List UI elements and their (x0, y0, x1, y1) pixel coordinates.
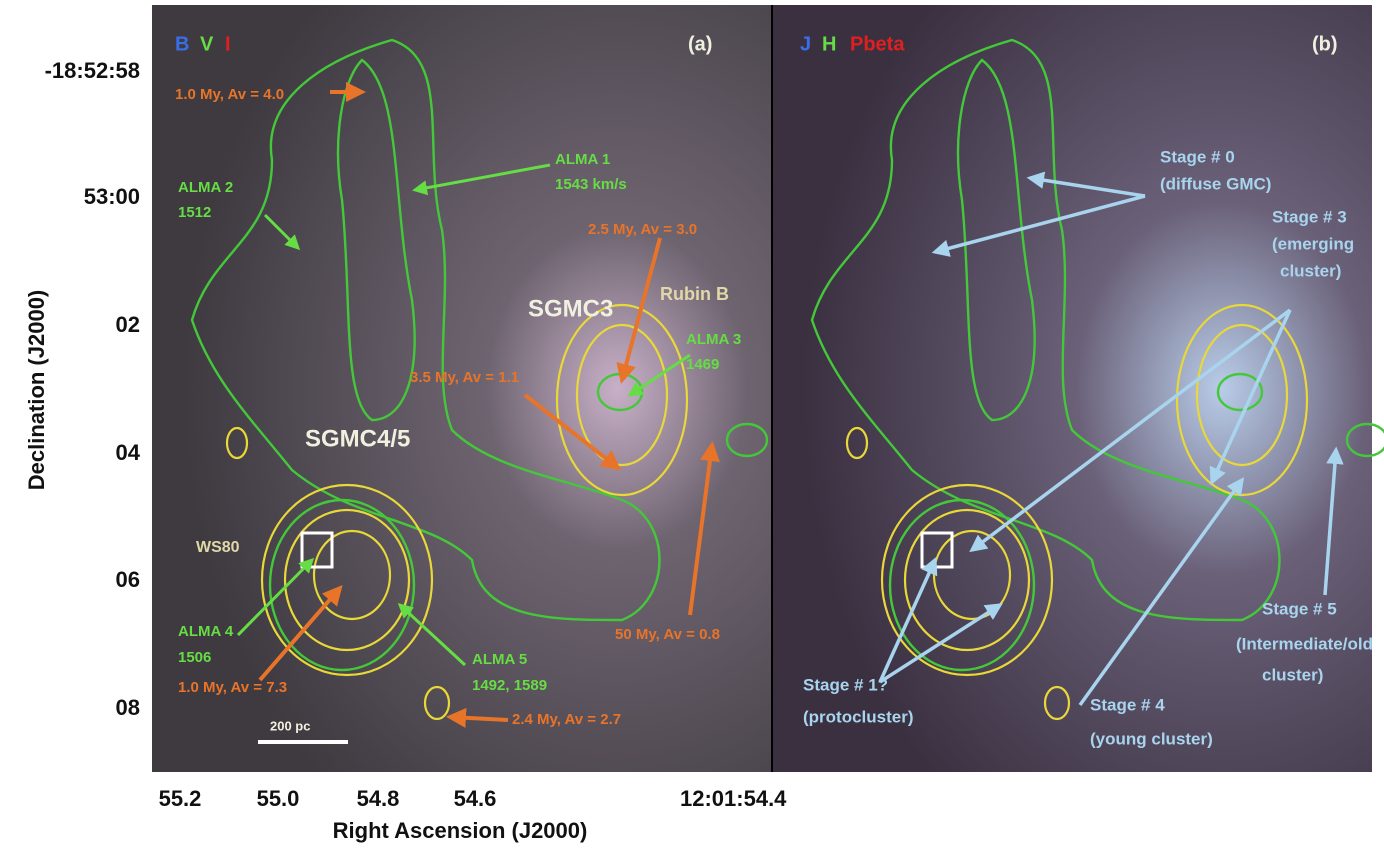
scale-label: 200 pc (270, 718, 310, 733)
x-tick-label: 12:01:54.4 (680, 786, 787, 811)
panel-tag: (a) (688, 33, 712, 55)
x-ticks: 55.2 55.0 54.8 54.6 12:01:54.4 (159, 786, 788, 811)
x-tick-label: 55.2 (159, 786, 202, 811)
y-tick-label: 06 (116, 567, 140, 592)
region: SGMC3 (528, 295, 613, 322)
y-tick-label: 08 (116, 695, 140, 720)
band: H (822, 33, 836, 55)
alma-label: ALMA 3 (686, 331, 741, 348)
stage-label: Stage # 1? (803, 675, 888, 694)
y-tick-label: -18:52:58 (45, 58, 140, 83)
region: SGMC4/5 (305, 425, 410, 452)
stage-desc: cluster) (1280, 261, 1341, 280)
alma-velocity: 1492, 1589 (472, 677, 547, 694)
age-label: 1.0 My, Av = 4.0 (175, 86, 284, 103)
age-label: 1.0 My, Av = 7.3 (178, 679, 287, 696)
alma-label: ALMA 2 (178, 179, 233, 196)
stage-label: Stage # 3 (1272, 207, 1347, 226)
x-tick-label: 54.6 (454, 786, 497, 811)
stage-desc: (young cluster) (1090, 729, 1213, 748)
region: Rubin B (660, 284, 729, 304)
alma-label: ALMA 1 (555, 151, 610, 168)
alma-velocity: 1506 (178, 649, 211, 666)
y-tick-label: 04 (116, 440, 141, 465)
age-label: 3.5 My, Av = 1.1 (410, 369, 519, 386)
y-ticks: -18:52:58 53:00 02 04 06 08 (45, 58, 141, 720)
band: I (225, 33, 231, 55)
x-tick-label: 55.0 (257, 786, 300, 811)
y-axis-label: Declination (J2000) (24, 290, 49, 491)
band: B (175, 33, 189, 55)
stage-desc: cluster) (1262, 665, 1323, 684)
age-label: 50 My, Av = 0.8 (615, 626, 720, 643)
band: Pbeta (850, 33, 905, 55)
age-label: 2.5 My, Av = 3.0 (588, 221, 697, 238)
stage-label: Stage # 0 (1160, 147, 1235, 166)
y-tick-label: 53:00 (84, 184, 140, 209)
age-label: 2.4 My, Av = 2.7 (512, 711, 621, 728)
stage-label: Stage # 5 (1262, 599, 1337, 618)
alma-label: ALMA 4 (178, 623, 234, 640)
panel-tag: (b) (1312, 33, 1338, 55)
figure: -18:52:58 53:00 02 04 06 08 55.2 55.0 54… (0, 0, 1384, 849)
stage-label: Stage # 4 (1090, 695, 1165, 714)
alma-label: ALMA 5 (472, 651, 527, 668)
x-axis-label: Right Ascension (J2000) (333, 818, 588, 843)
band: J (800, 33, 811, 55)
alma-velocity: 1543 km/s (555, 176, 627, 193)
alma-velocity: 1512 (178, 204, 211, 221)
stage-desc: (protocluster) (803, 707, 914, 726)
stage-desc: (emerging (1272, 234, 1354, 253)
alma-velocity: 1469 (686, 356, 719, 373)
x-tick-label: 54.8 (357, 786, 400, 811)
panel-b-image (772, 5, 1372, 772)
y-tick-label: 02 (116, 312, 140, 337)
band: V (200, 33, 214, 55)
stage-desc: (Intermediate/old (1236, 634, 1373, 653)
panel-a-image (152, 5, 772, 772)
stage-desc: (diffuse GMC) (1160, 174, 1271, 193)
region: WS80 (196, 539, 240, 556)
